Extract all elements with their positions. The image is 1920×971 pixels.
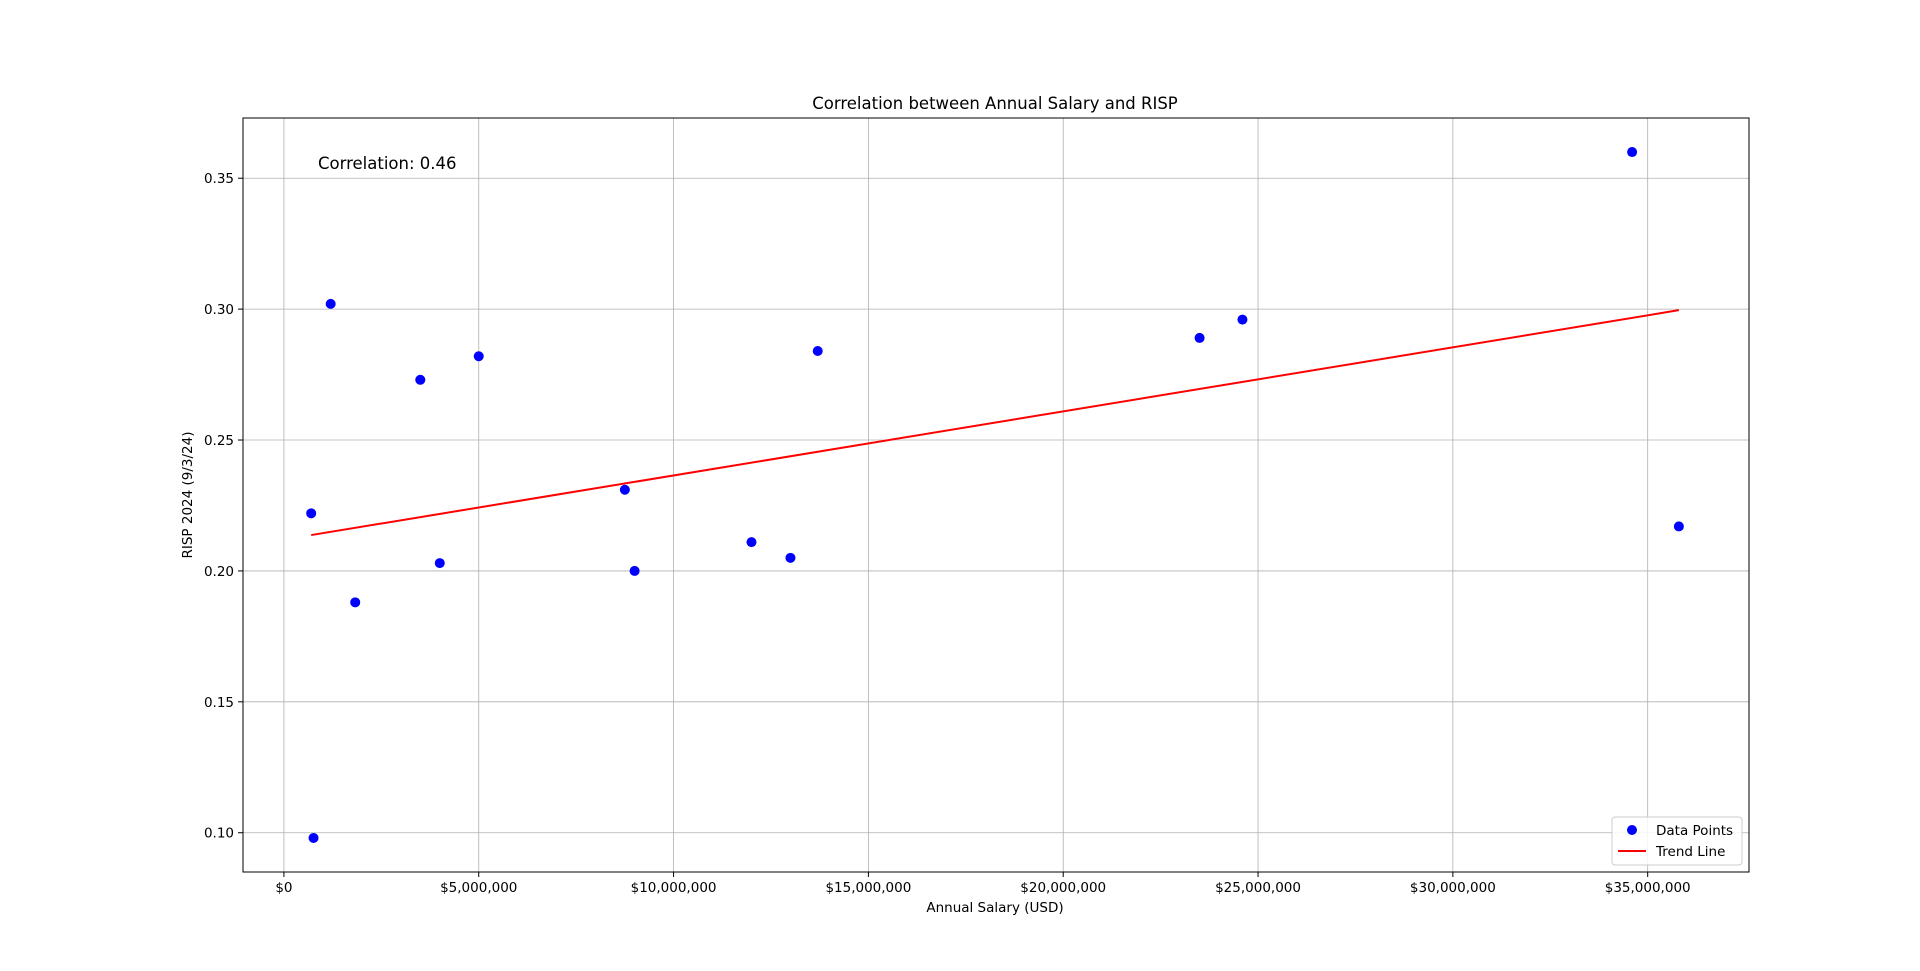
data-point: [1627, 147, 1638, 158]
data-point: [308, 832, 319, 843]
data-point: [415, 374, 426, 385]
plot-frame: [242, 117, 1750, 873]
y-tick-label: 0.25: [204, 433, 234, 449]
data-point: [812, 346, 823, 357]
x-tick-label: $25,000,000: [1215, 880, 1301, 896]
y-tick-label: 0.35: [204, 171, 234, 187]
x-tick-label: $20,000,000: [1020, 880, 1106, 896]
trend-line-layer: [311, 309, 1680, 537]
correlation-annotation: Correlation: 0.46: [318, 154, 457, 173]
data-point: [306, 508, 317, 519]
y-tick-label: 0.20: [204, 564, 234, 580]
data-point: [619, 484, 630, 495]
legend-label-data-points: Data Points: [1656, 823, 1733, 839]
y-axis: 0.10 0.15 0.20 0.25 0.30 0.35: [204, 171, 243, 842]
x-axis-label: Annual Salary (USD): [926, 900, 1063, 916]
legend-marker-data-points: [1627, 825, 1637, 835]
x-tick-label: $35,000,000: [1605, 880, 1691, 896]
data-points-layer: [306, 147, 1684, 843]
data-point: [1237, 314, 1248, 325]
x-tick-label: $0: [275, 880, 292, 896]
x-tick-label: $30,000,000: [1410, 880, 1496, 896]
legend-label-trend-line: Trend Line: [1655, 844, 1725, 860]
data-point: [325, 298, 336, 309]
legend: Data Points Trend Line: [1611, 816, 1743, 866]
x-axis: $0 $5,000,000 $10,000,000 $15,000,000 $20,00…: [275, 872, 1691, 896]
trend-line: [311, 309, 1680, 537]
data-point: [746, 537, 757, 548]
data-point: [629, 565, 640, 576]
x-tick-label: $10,000,000: [631, 880, 717, 896]
data-point: [1673, 521, 1684, 532]
y-axis-label: RISP 2024 (9/3/24): [180, 432, 196, 559]
y-tick-label: 0.30: [204, 302, 234, 318]
data-point: [350, 597, 361, 608]
data-point: [473, 351, 484, 362]
data-point: [785, 552, 796, 563]
y-tick-label: 0.10: [204, 826, 234, 842]
legend-box: [1611, 816, 1743, 866]
y-tick-label: 0.15: [204, 695, 234, 711]
grid: [243, 118, 1749, 872]
chart-title: Correlation between Annual Salary and RI…: [812, 94, 1178, 113]
data-point: [1194, 332, 1205, 343]
data-point: [434, 558, 445, 569]
x-tick-label: $15,000,000: [825, 880, 911, 896]
x-tick-label: $5,000,000: [440, 880, 517, 896]
